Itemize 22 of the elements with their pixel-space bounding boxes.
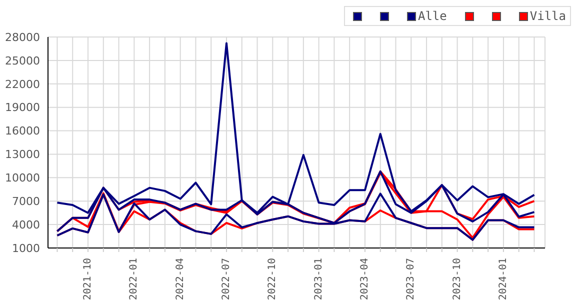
y-tick-label: 1000 <box>12 242 40 255</box>
x-tick-label: 2022-01 <box>128 258 140 300</box>
y-tick-label: 13000 <box>5 148 40 162</box>
x-tick-label: 2023-04 <box>359 258 370 300</box>
x-tick-label: 2023-01 <box>313 258 324 300</box>
y-tick-label: 22000 <box>5 78 40 91</box>
y-tick-label: 7000 <box>12 195 40 208</box>
legend-label: Villa <box>530 9 566 23</box>
y-tick-label: 25000 <box>5 54 40 68</box>
x-tick-label: 2023-07 <box>406 258 417 300</box>
x-tick-label: 2023-10 <box>452 258 463 300</box>
x-tick-label: 2024-01 <box>498 258 509 300</box>
x-tick-label: 2021-10 <box>82 258 94 300</box>
x-tick-label: 2022-10 <box>267 258 278 300</box>
x-tick-label: 2022-07 <box>220 258 232 300</box>
legend-label: Alle <box>418 9 447 23</box>
y-tick-label: 28000 <box>5 30 40 44</box>
y-tick-label: 19000 <box>5 101 40 114</box>
y-tick-label: 16000 <box>5 124 40 138</box>
y-tick-label: 4000 <box>12 218 40 232</box>
x-tick-label: 2022-04 <box>174 258 186 300</box>
y-tick-label: 10000 <box>5 172 40 185</box>
